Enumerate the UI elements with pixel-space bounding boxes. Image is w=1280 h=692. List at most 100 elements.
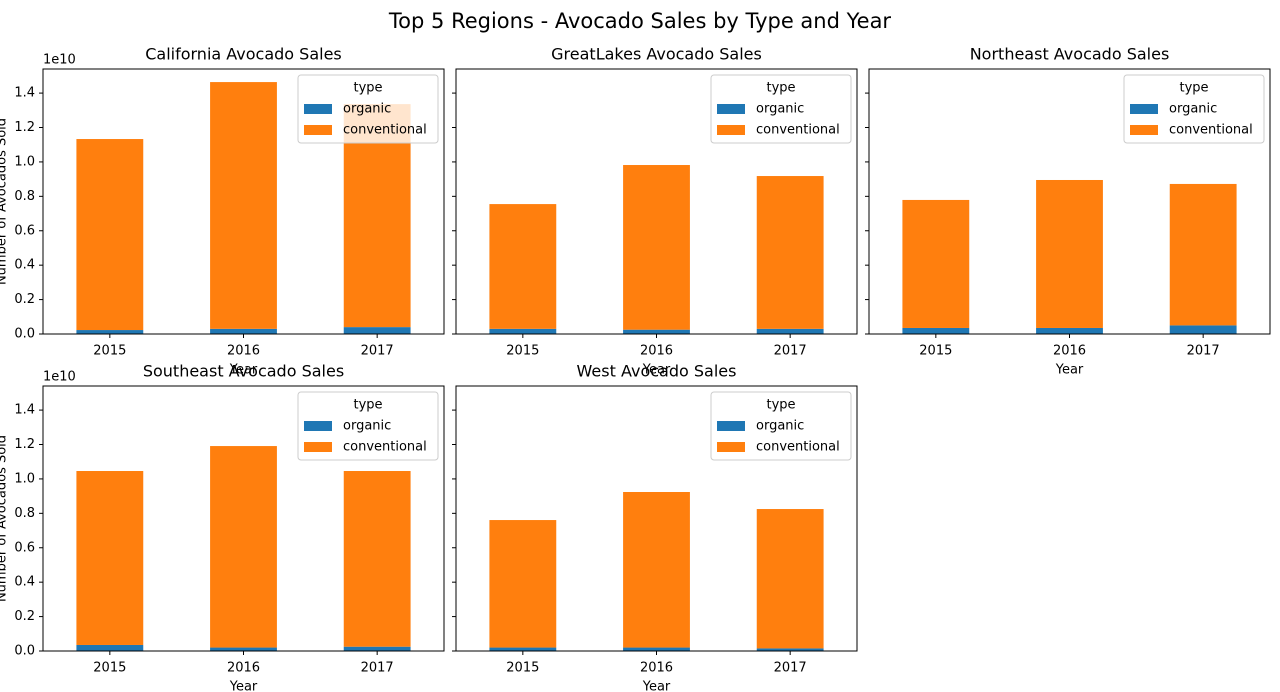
x-tick-label: 2015 (93, 661, 126, 676)
bar-segment (489, 520, 557, 648)
legend-box (297, 391, 439, 461)
x-axis-label: Year (229, 680, 258, 692)
y-tick-label: 1.2 (14, 120, 35, 135)
x-axis-label: Year (229, 363, 258, 378)
legend-box (710, 391, 852, 461)
y-tick-label: 0.4 (14, 258, 35, 273)
bar-segment (343, 471, 411, 647)
y-tick-label: 0.4 (14, 575, 35, 590)
y-tick-label: 0.0 (14, 644, 35, 659)
legend-title: type (353, 81, 382, 96)
axes-title: Southeast Avocado Sales (143, 362, 344, 381)
legend-swatch (304, 104, 332, 114)
bar-segment (756, 509, 824, 649)
legend-label: conventional (343, 123, 427, 138)
x-tick-label: 2017 (1187, 344, 1220, 359)
x-tick-label: 2015 (506, 344, 539, 359)
legend-title: type (766, 81, 795, 96)
legend-swatch (1130, 125, 1158, 135)
y-tick-label: 1.4 (14, 403, 35, 418)
bar-segment (623, 647, 690, 651)
bar-segment (343, 327, 411, 334)
bar-segment (902, 199, 970, 328)
x-axis-label: Year (1055, 363, 1084, 378)
bar-segment (489, 328, 557, 334)
bar-segment (623, 165, 690, 330)
y-tick-label: 0.8 (14, 506, 35, 521)
x-axis-label: Year (642, 680, 671, 692)
bar-segment (343, 646, 411, 651)
legend-label: conventional (756, 123, 840, 138)
legend-box (297, 74, 439, 144)
x-axis-label: Year (642, 363, 671, 378)
axes-title: California Avocado Sales (145, 45, 342, 64)
bar-segment (756, 328, 824, 334)
legend-label: organic (1169, 102, 1217, 117)
legend-title: type (1179, 81, 1208, 96)
bar-segment (76, 139, 144, 331)
x-tick-label: 2016 (227, 344, 260, 359)
axes-title: GreatLakes Avocado Sales (551, 45, 762, 64)
legend-swatch (304, 125, 332, 135)
x-tick-label: 2015 (93, 344, 126, 359)
legend-label: conventional (756, 440, 840, 455)
legend-box (1123, 74, 1265, 144)
bar-segment (1036, 327, 1103, 334)
legend-swatch (717, 104, 745, 114)
legend-label: organic (343, 102, 391, 117)
y-tick-label: 1.4 (14, 86, 35, 101)
x-tick-label: 2016 (1053, 344, 1086, 359)
y-tick-label: 0.2 (14, 609, 35, 624)
y-axis-label: Number of Avocados Sold (0, 118, 10, 285)
legend-swatch (717, 125, 745, 135)
y-tick-label: 0.0 (14, 327, 35, 342)
legend-swatch (717, 421, 745, 431)
bar-segment (756, 648, 824, 651)
y-tick-label: 0.2 (14, 292, 35, 307)
bar-segment (76, 644, 144, 651)
legend-label: organic (756, 102, 804, 117)
x-tick-label: 2017 (361, 344, 394, 359)
x-tick-label: 2017 (774, 344, 807, 359)
axes-frame (868, 68, 1271, 335)
legend-label: conventional (1169, 123, 1253, 138)
y-tick-label: 0.6 (14, 540, 35, 555)
figure-title: Top 5 Regions - Avocado Sales by Type an… (388, 9, 892, 33)
bar-segment (1169, 183, 1237, 326)
legend-swatch (304, 442, 332, 452)
legend-label: conventional (343, 440, 427, 455)
bar-segment (489, 647, 557, 651)
legend-label: organic (756, 419, 804, 434)
x-tick-label: 2017 (361, 661, 394, 676)
y-tick-label: 0.6 (14, 223, 35, 238)
axes-title: West Avocado Sales (577, 362, 737, 381)
x-tick-label: 2015 (919, 344, 952, 359)
x-tick-label: 2016 (640, 344, 673, 359)
y-offset-label: 1e10 (43, 370, 76, 385)
axes-frame (42, 68, 445, 335)
bar-segment (1036, 179, 1103, 328)
bar-segment (210, 647, 277, 651)
bar-segment (76, 471, 144, 645)
bar-segment (902, 327, 970, 334)
bar-segment (489, 204, 557, 329)
legend-title: type (766, 398, 795, 413)
x-tick-label: 2015 (506, 661, 539, 676)
bar-segment (623, 492, 690, 648)
bar-segment (756, 176, 824, 329)
bar-segment (210, 82, 277, 329)
y-tick-label: 0.8 (14, 189, 35, 204)
bar-segment (623, 329, 690, 334)
axes-frame (455, 68, 858, 335)
y-tick-label: 1.0 (14, 471, 35, 486)
legend-swatch (1130, 104, 1158, 114)
bar-segment (210, 328, 277, 334)
bar-segment (210, 446, 277, 648)
legend-label: organic (343, 419, 391, 434)
y-offset-label: 1e10 (43, 53, 76, 68)
legend-title: type (353, 398, 382, 413)
x-tick-label: 2016 (227, 661, 260, 676)
x-tick-label: 2016 (640, 661, 673, 676)
